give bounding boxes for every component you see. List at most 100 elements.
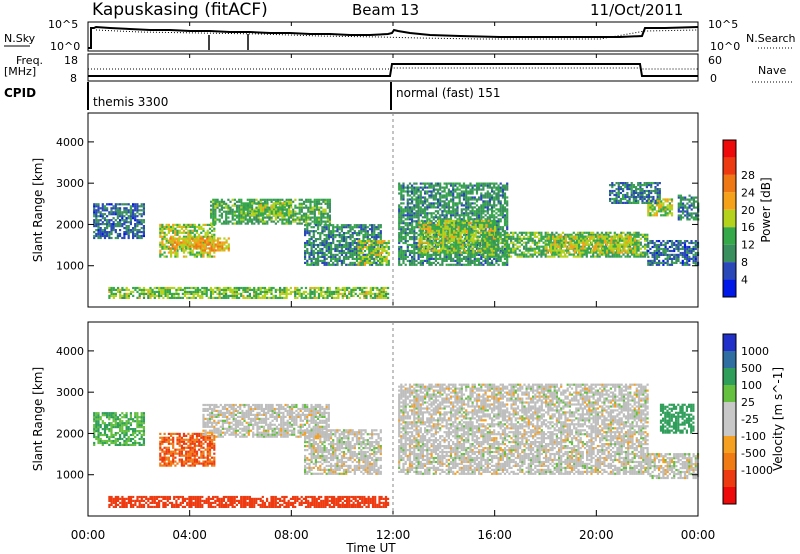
power-cell [125, 227, 128, 230]
power-cell [467, 263, 470, 266]
power-cell [465, 198, 468, 201]
power-cell [125, 209, 128, 212]
power-cell [307, 210, 310, 213]
power-cell [639, 233, 642, 236]
power-cell [620, 233, 623, 236]
power-cell [315, 200, 319, 203]
power-cell [493, 200, 496, 203]
power-cell [330, 247, 333, 251]
power-cell [506, 218, 509, 221]
power-cell [488, 241, 491, 244]
power-cell [99, 229, 102, 232]
power-cell [294, 204, 297, 207]
power-cell [415, 182, 418, 185]
power-cell [633, 255, 636, 258]
power-cell [430, 184, 433, 187]
power-cell [319, 232, 322, 235]
power-cell [586, 249, 589, 252]
power-cell [142, 213, 145, 216]
power-cell [525, 249, 528, 252]
power-cell [242, 216, 245, 219]
power-cell [108, 203, 111, 206]
power-cell [430, 196, 433, 199]
power-cell [487, 225, 490, 228]
power-cell [326, 202, 329, 205]
power-cell [347, 232, 350, 235]
power-cell [334, 247, 337, 251]
power-cell [560, 249, 563, 252]
power-cell [446, 229, 449, 232]
power-cell [439, 198, 442, 201]
power-cell [465, 263, 468, 266]
power-cell [421, 182, 424, 185]
power-cell [424, 220, 427, 223]
power-cell [296, 218, 299, 221]
power-cell [353, 253, 356, 256]
power-cell [450, 237, 453, 240]
power-cell [443, 249, 446, 253]
power-cell [613, 243, 616, 246]
power-cell [253, 198, 256, 201]
power-cell [449, 228, 453, 231]
power-cell [233, 210, 236, 213]
power-cell [366, 240, 369, 243]
power-cell [400, 222, 403, 225]
power-cell [281, 198, 284, 201]
power-cell [549, 249, 552, 252]
power-cell [249, 208, 252, 211]
power-cell [480, 208, 483, 211]
power-cell [136, 205, 139, 208]
power-cell [415, 206, 418, 209]
power-cell [314, 230, 317, 233]
power-cell [306, 241, 309, 245]
power-cell [406, 218, 409, 221]
power-cell [266, 216, 269, 219]
power-cell [547, 249, 550, 252]
power-cell [119, 209, 122, 212]
power-cell [201, 247, 204, 250]
power-cell [167, 225, 170, 228]
power-cell [531, 237, 534, 240]
power-cell [210, 208, 213, 211]
power-cell [430, 257, 433, 260]
power-cell [471, 218, 474, 221]
power-cell [325, 236, 328, 239]
power-cell [379, 253, 382, 256]
power-cell [437, 233, 441, 236]
power-cell [377, 226, 380, 229]
power-cell [404, 210, 407, 213]
power-cell [244, 208, 247, 211]
power-cell [338, 241, 341, 245]
power-cell [531, 233, 534, 236]
power-cell [406, 198, 409, 201]
power-cell [210, 247, 213, 250]
power-cell [531, 239, 534, 242]
power-cell [577, 249, 581, 252]
power-cell [169, 241, 172, 244]
power-cell [165, 225, 168, 228]
power-cell [516, 253, 519, 256]
power-cell [421, 210, 424, 213]
power-cell [413, 230, 416, 233]
power-cell [398, 240, 401, 243]
power-cell [406, 204, 409, 207]
power-cell [283, 222, 286, 225]
power-cell [227, 220, 230, 223]
power-cell [305, 214, 308, 217]
power-cell [385, 243, 388, 247]
power-cell [163, 255, 166, 258]
power-cell [313, 206, 316, 209]
power-cell [639, 243, 642, 246]
power-cell [450, 235, 453, 238]
power-cell [540, 237, 543, 240]
power-cell [355, 249, 359, 253]
power-cell [503, 253, 507, 256]
power-cell [495, 212, 498, 215]
power-cell [417, 261, 420, 264]
power-cell [298, 204, 301, 207]
power-cell [305, 200, 308, 203]
power-cell [445, 198, 448, 201]
power-cell [259, 210, 263, 213]
power-cell [641, 233, 644, 236]
power-cell [646, 233, 649, 236]
